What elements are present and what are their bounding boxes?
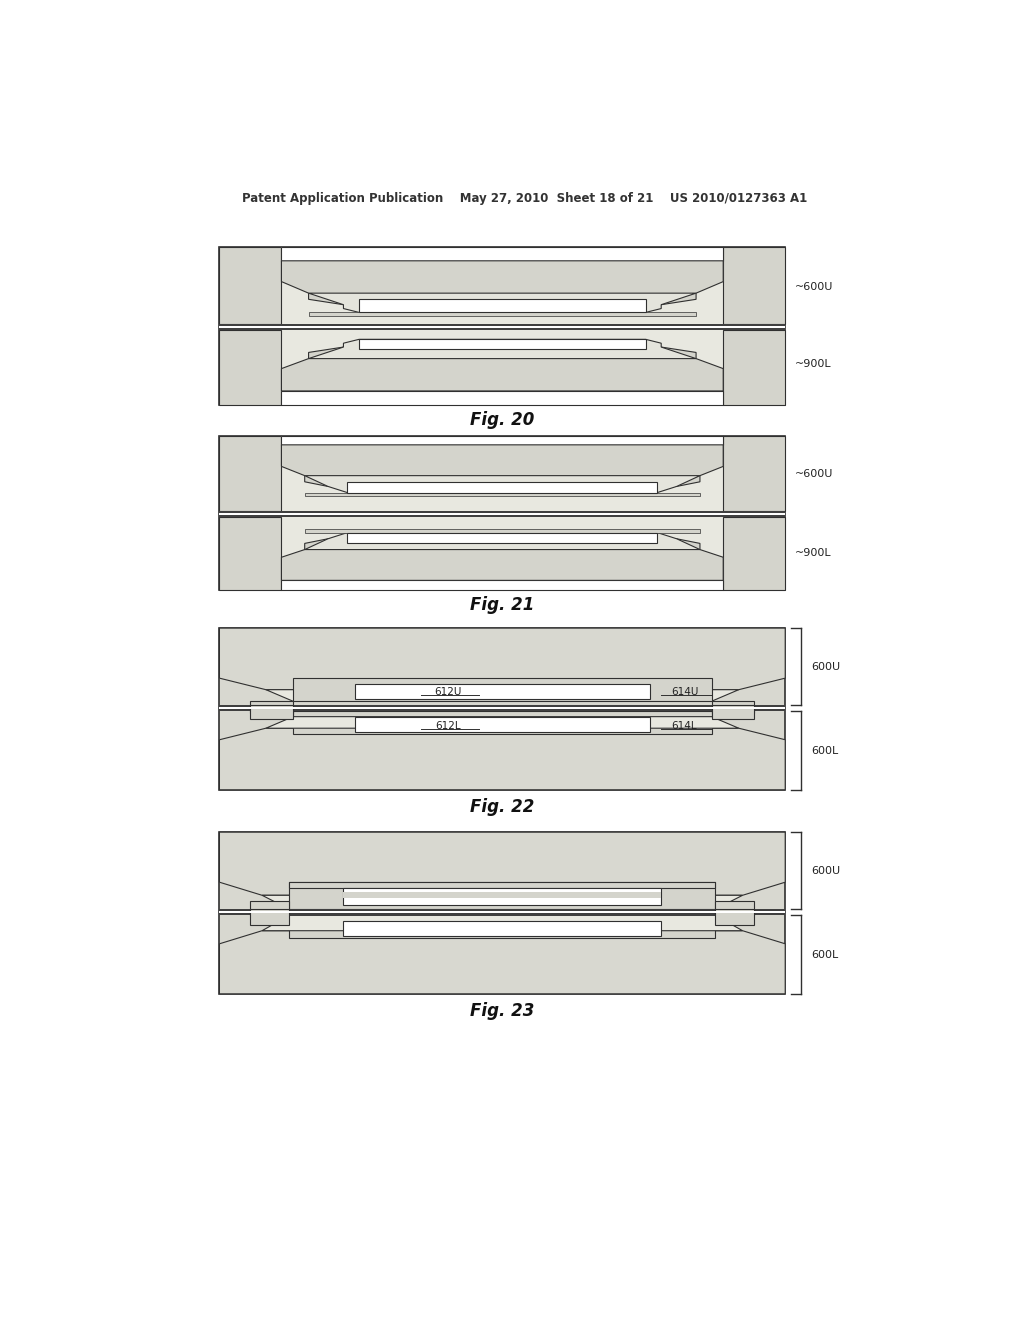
Polygon shape <box>262 915 742 931</box>
Bar <box>282 436 723 445</box>
Bar <box>219 517 282 590</box>
Polygon shape <box>305 533 700 549</box>
Polygon shape <box>219 729 785 789</box>
Bar <box>343 892 662 899</box>
Bar <box>251 705 293 719</box>
Bar <box>219 247 282 323</box>
Bar <box>219 326 785 327</box>
Bar <box>251 902 289 915</box>
Bar <box>282 436 723 445</box>
Bar <box>219 909 785 915</box>
Text: Fig. 21: Fig. 21 <box>470 597 535 614</box>
Polygon shape <box>219 931 785 994</box>
Text: ~900L: ~900L <box>795 359 831 370</box>
Polygon shape <box>282 347 723 391</box>
Text: 614L: 614L <box>672 721 697 731</box>
Text: 600U: 600U <box>811 866 840 875</box>
Bar <box>355 684 649 700</box>
Polygon shape <box>282 445 723 487</box>
Bar <box>219 513 785 515</box>
Bar <box>219 911 785 913</box>
Polygon shape <box>219 628 785 689</box>
Bar <box>219 247 785 405</box>
Bar <box>289 915 716 939</box>
Bar <box>347 533 657 544</box>
Bar <box>282 581 723 590</box>
Text: 600L: 600L <box>811 949 838 960</box>
Bar <box>282 391 723 405</box>
Text: Fig. 23: Fig. 23 <box>470 1002 535 1020</box>
Bar <box>282 247 723 261</box>
Bar <box>289 882 716 888</box>
Text: 612U: 612U <box>434 686 462 697</box>
Bar <box>359 339 646 348</box>
Bar <box>219 708 785 709</box>
Bar <box>712 705 755 719</box>
Bar <box>716 902 755 915</box>
Bar <box>712 701 755 713</box>
Text: 612L: 612L <box>435 721 461 731</box>
Bar <box>347 482 657 492</box>
Bar <box>251 701 293 713</box>
Polygon shape <box>266 689 738 701</box>
Bar <box>305 492 700 496</box>
Bar <box>282 247 723 261</box>
Polygon shape <box>266 717 738 729</box>
Bar <box>293 711 712 734</box>
Bar <box>282 391 723 405</box>
Bar <box>305 529 700 533</box>
Text: Fig. 20: Fig. 20 <box>470 412 535 429</box>
Bar <box>219 832 785 994</box>
Bar <box>723 330 785 405</box>
Polygon shape <box>308 339 696 359</box>
Bar <box>219 628 785 789</box>
Polygon shape <box>305 475 700 492</box>
Bar <box>219 330 282 405</box>
Text: Patent Application Publication    May 27, 2010  Sheet 18 of 21    US 2010/012736: Patent Application Publication May 27, 2… <box>242 191 808 205</box>
Polygon shape <box>308 293 696 313</box>
Bar <box>219 511 785 517</box>
Polygon shape <box>282 539 723 581</box>
Bar <box>723 436 785 511</box>
Bar <box>282 581 723 590</box>
Bar <box>251 909 289 924</box>
Bar <box>293 678 712 701</box>
Bar <box>308 313 696 317</box>
Bar <box>219 436 282 511</box>
Text: ~600U: ~600U <box>795 469 833 479</box>
Polygon shape <box>219 832 785 895</box>
Polygon shape <box>282 261 723 305</box>
Text: ~600U: ~600U <box>795 282 833 292</box>
Text: Fig. 22: Fig. 22 <box>470 797 535 816</box>
Text: 600U: 600U <box>811 661 840 672</box>
Bar <box>219 705 785 711</box>
Bar <box>723 517 785 590</box>
Bar <box>716 909 755 924</box>
Text: 600L: 600L <box>811 746 838 755</box>
Text: 614U: 614U <box>671 686 698 697</box>
Bar <box>359 300 646 313</box>
Bar <box>355 717 649 733</box>
Text: ~900L: ~900L <box>795 548 831 557</box>
Bar <box>289 882 716 909</box>
Bar <box>219 323 785 330</box>
Bar <box>343 887 662 904</box>
Polygon shape <box>262 895 742 909</box>
Bar <box>343 921 662 936</box>
Bar <box>219 436 785 590</box>
Bar <box>723 247 785 323</box>
